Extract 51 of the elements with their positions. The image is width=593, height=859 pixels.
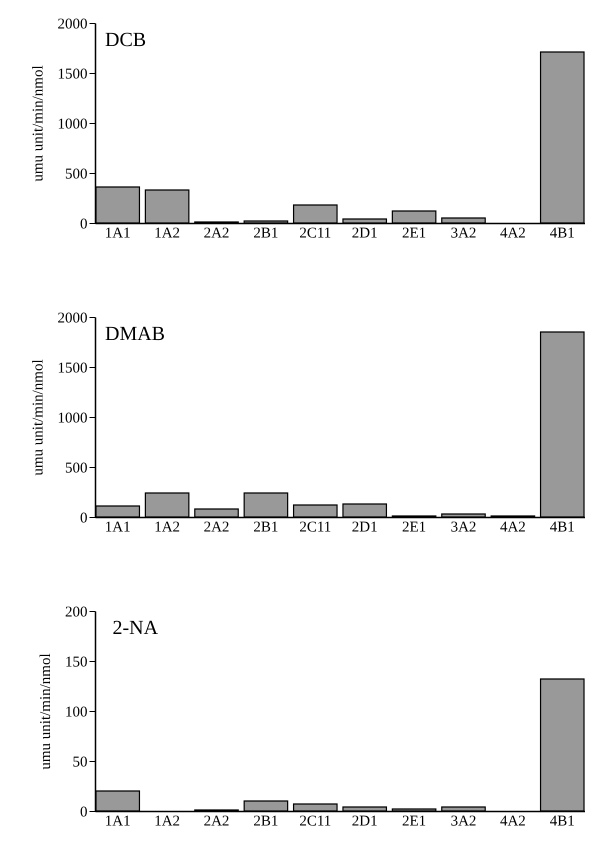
x-tick-label: 4B1 xyxy=(550,226,575,242)
x-tick-label: 2B1 xyxy=(253,520,278,536)
x-tick-label: 2D1 xyxy=(352,520,378,536)
y-tick-label: 1000 xyxy=(58,410,88,426)
x-tick-label: 1A2 xyxy=(154,520,180,536)
chart-title: 2-NA xyxy=(112,617,159,639)
x-tick-label: 2C11 xyxy=(299,520,332,536)
y-tick-label: 200 xyxy=(65,604,88,620)
x-tick-label: 1A1 xyxy=(104,814,131,830)
chart-title: DMAB xyxy=(105,323,166,345)
y-tick-label: 0 xyxy=(80,804,88,820)
y-tick-label: 0 xyxy=(80,216,88,232)
y-tick-label: 100 xyxy=(65,704,88,720)
x-tick-label: 3A2 xyxy=(450,520,476,536)
x-tick-label: 2D1 xyxy=(352,814,378,830)
x-tick-label: 2A2 xyxy=(204,814,230,830)
y-axis-title: umu unit/min/nmol xyxy=(30,359,46,476)
x-tick-label: 4B1 xyxy=(550,520,575,536)
x-tick-label: 2B1 xyxy=(253,814,278,830)
x-tick-label: 2C11 xyxy=(299,814,332,830)
x-tick-label: 2A2 xyxy=(204,226,230,242)
y-tick-label: 1000 xyxy=(58,116,88,132)
y-tick-label: 500 xyxy=(65,166,88,182)
x-tick-label: 4A2 xyxy=(500,226,526,242)
x-tick-label: 2A2 xyxy=(204,520,230,536)
x-tick-label: 2E1 xyxy=(402,226,426,242)
y-axis-title: umu unit/min/nmol xyxy=(38,653,54,770)
x-tick-label: 4B1 xyxy=(550,814,575,830)
x-tick-label: 1A1 xyxy=(104,226,131,242)
y-tick-label: 2000 xyxy=(58,16,88,32)
x-tick-label: 1A2 xyxy=(154,814,180,830)
x-tick-label: 2E1 xyxy=(402,814,426,830)
x-tick-label: 2D1 xyxy=(352,226,378,242)
x-tick-label: 1A2 xyxy=(154,226,180,242)
x-tick-label: 2E1 xyxy=(402,520,426,536)
chart-title: DCB xyxy=(105,29,146,51)
x-tick-label: 2C11 xyxy=(299,226,332,242)
x-tick-label: 4A2 xyxy=(500,814,526,830)
y-tick-label: 150 xyxy=(65,654,88,670)
y-tick-label: 1500 xyxy=(58,360,88,376)
y-tick-label: 1500 xyxy=(58,66,88,82)
x-tick-label: 3A2 xyxy=(450,814,476,830)
x-tick-label: 3A2 xyxy=(450,226,476,242)
y-tick-label: 0 xyxy=(80,510,88,526)
x-tick-label: 4A2 xyxy=(500,520,526,536)
y-tick-label: 50 xyxy=(72,754,88,770)
y-tick-label: 500 xyxy=(65,460,88,476)
y-axis-title: umu unit/min/nmol xyxy=(30,65,46,182)
x-tick-label: 1A1 xyxy=(104,520,131,536)
y-tick-label: 2000 xyxy=(58,310,88,326)
x-tick-label: 2B1 xyxy=(253,226,278,242)
